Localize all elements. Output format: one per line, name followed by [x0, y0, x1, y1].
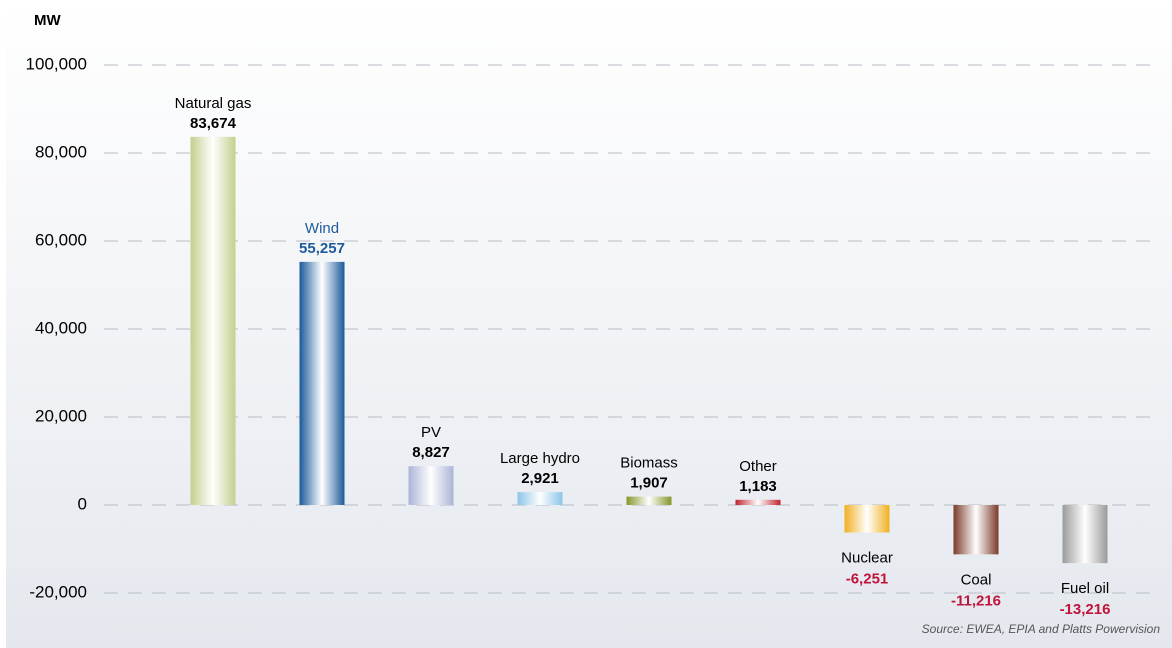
bar	[190, 136, 236, 505]
axis-unit: MW	[34, 12, 61, 29]
y-tick-label: 80,000	[35, 142, 87, 161]
value-label: 8,827	[412, 444, 450, 461]
bar	[517, 492, 563, 505]
value-label: 55,257	[299, 240, 345, 257]
bar	[408, 466, 454, 505]
category-label: Nuclear	[841, 549, 893, 566]
bar	[299, 261, 345, 505]
bar	[953, 505, 999, 555]
y-tick-label: 100,000	[26, 54, 87, 73]
category-label: Large hydro	[500, 450, 580, 467]
value-label: 2,921	[521, 470, 559, 487]
value-label: 1,907	[630, 475, 668, 492]
category-label: Natural gas	[175, 95, 252, 112]
y-tick-label: 60,000	[35, 230, 87, 249]
value-label: -13,216	[1060, 601, 1111, 618]
bar	[844, 505, 890, 533]
y-tick-label: 0	[78, 494, 87, 513]
category-label: PV	[421, 424, 441, 441]
value-label: -11,216	[951, 592, 1001, 609]
y-tick-label: 40,000	[35, 318, 87, 337]
category-label: Other	[739, 458, 777, 475]
bar	[735, 499, 781, 505]
value-label: -6,251	[846, 570, 889, 587]
category-label: Fuel oil	[1061, 580, 1109, 597]
bar	[1062, 505, 1108, 564]
value-label: 1,183	[739, 478, 777, 495]
value-label: 83,674	[190, 115, 237, 132]
category-label: Biomass	[620, 455, 678, 472]
category-label: Wind	[305, 220, 339, 237]
y-tick-label: 20,000	[35, 406, 87, 425]
category-label: Coal	[961, 571, 992, 588]
source: Source: EWEA, EPIA and Platts Powervisio…	[922, 622, 1161, 636]
bar	[626, 496, 672, 505]
y-tick-label: -20,000	[29, 582, 87, 601]
